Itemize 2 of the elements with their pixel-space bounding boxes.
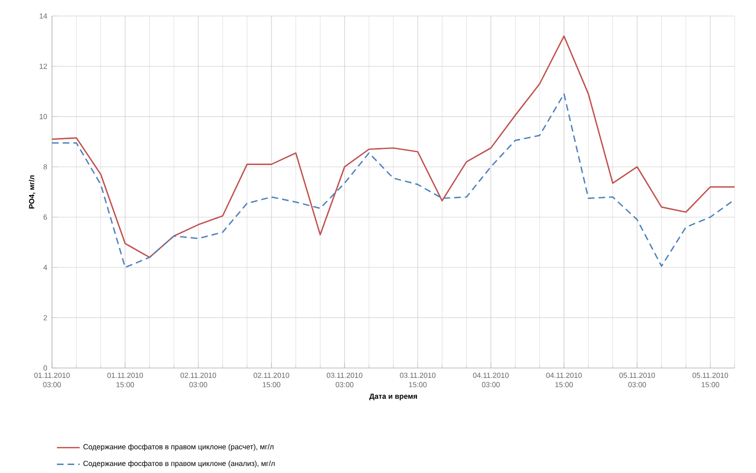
line-series [52,93,735,268]
line-series [52,35,735,258]
